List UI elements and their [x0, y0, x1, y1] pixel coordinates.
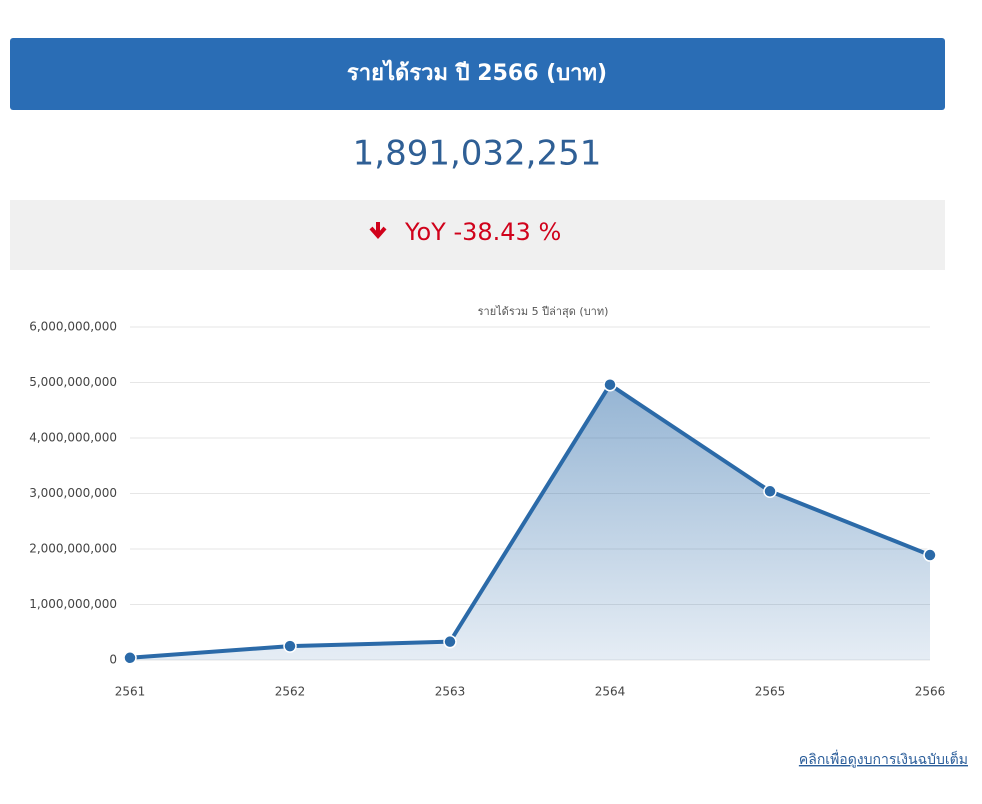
y-tick-label: 6,000,000,000 — [29, 320, 117, 334]
line — [129, 382, 931, 660]
y-tick-label: 2,000,000,000 — [29, 542, 117, 556]
yoy-box — [10, 200, 945, 270]
x-tick-label: 2561 — [115, 685, 146, 699]
x-tick-label: 2563 — [435, 685, 466, 699]
total-value: 1,891,032,251 — [353, 134, 602, 174]
point — [443, 634, 457, 649]
header-title: รายได้รวม ปี 2566 (บาท) — [347, 59, 607, 86]
down-arrow — [369, 222, 387, 240]
yoy-text: YoY -38.43 % — [404, 218, 561, 246]
x-tick-label: 2566 — [915, 685, 946, 699]
x-tick-label: 2564 — [595, 685, 626, 699]
full-statement-link[interactable]: คลิกเพื่อดูงบการเงินฉบับเต็ม — [799, 750, 968, 768]
y-tick-label: 3,000,000,000 — [29, 486, 117, 500]
x-tick-label: 2562 — [275, 685, 306, 699]
x-tick-label: 2565 — [755, 685, 786, 699]
chart-title: รายได้รวม 5 ปีล่าสุด (บาท) — [478, 305, 609, 318]
y-tick-label: 0 — [109, 653, 117, 667]
y-tick-label: 5,000,000,000 — [29, 375, 117, 389]
point — [603, 377, 617, 392]
y-tick-label: 1,000,000,000 — [29, 597, 117, 611]
area — [130, 384, 930, 660]
header-bar — [10, 38, 945, 110]
point — [283, 639, 297, 653]
point — [923, 548, 937, 562]
y-tick-label: 4,000,000,000 — [29, 431, 117, 445]
point — [123, 651, 137, 665]
point — [763, 484, 777, 499]
